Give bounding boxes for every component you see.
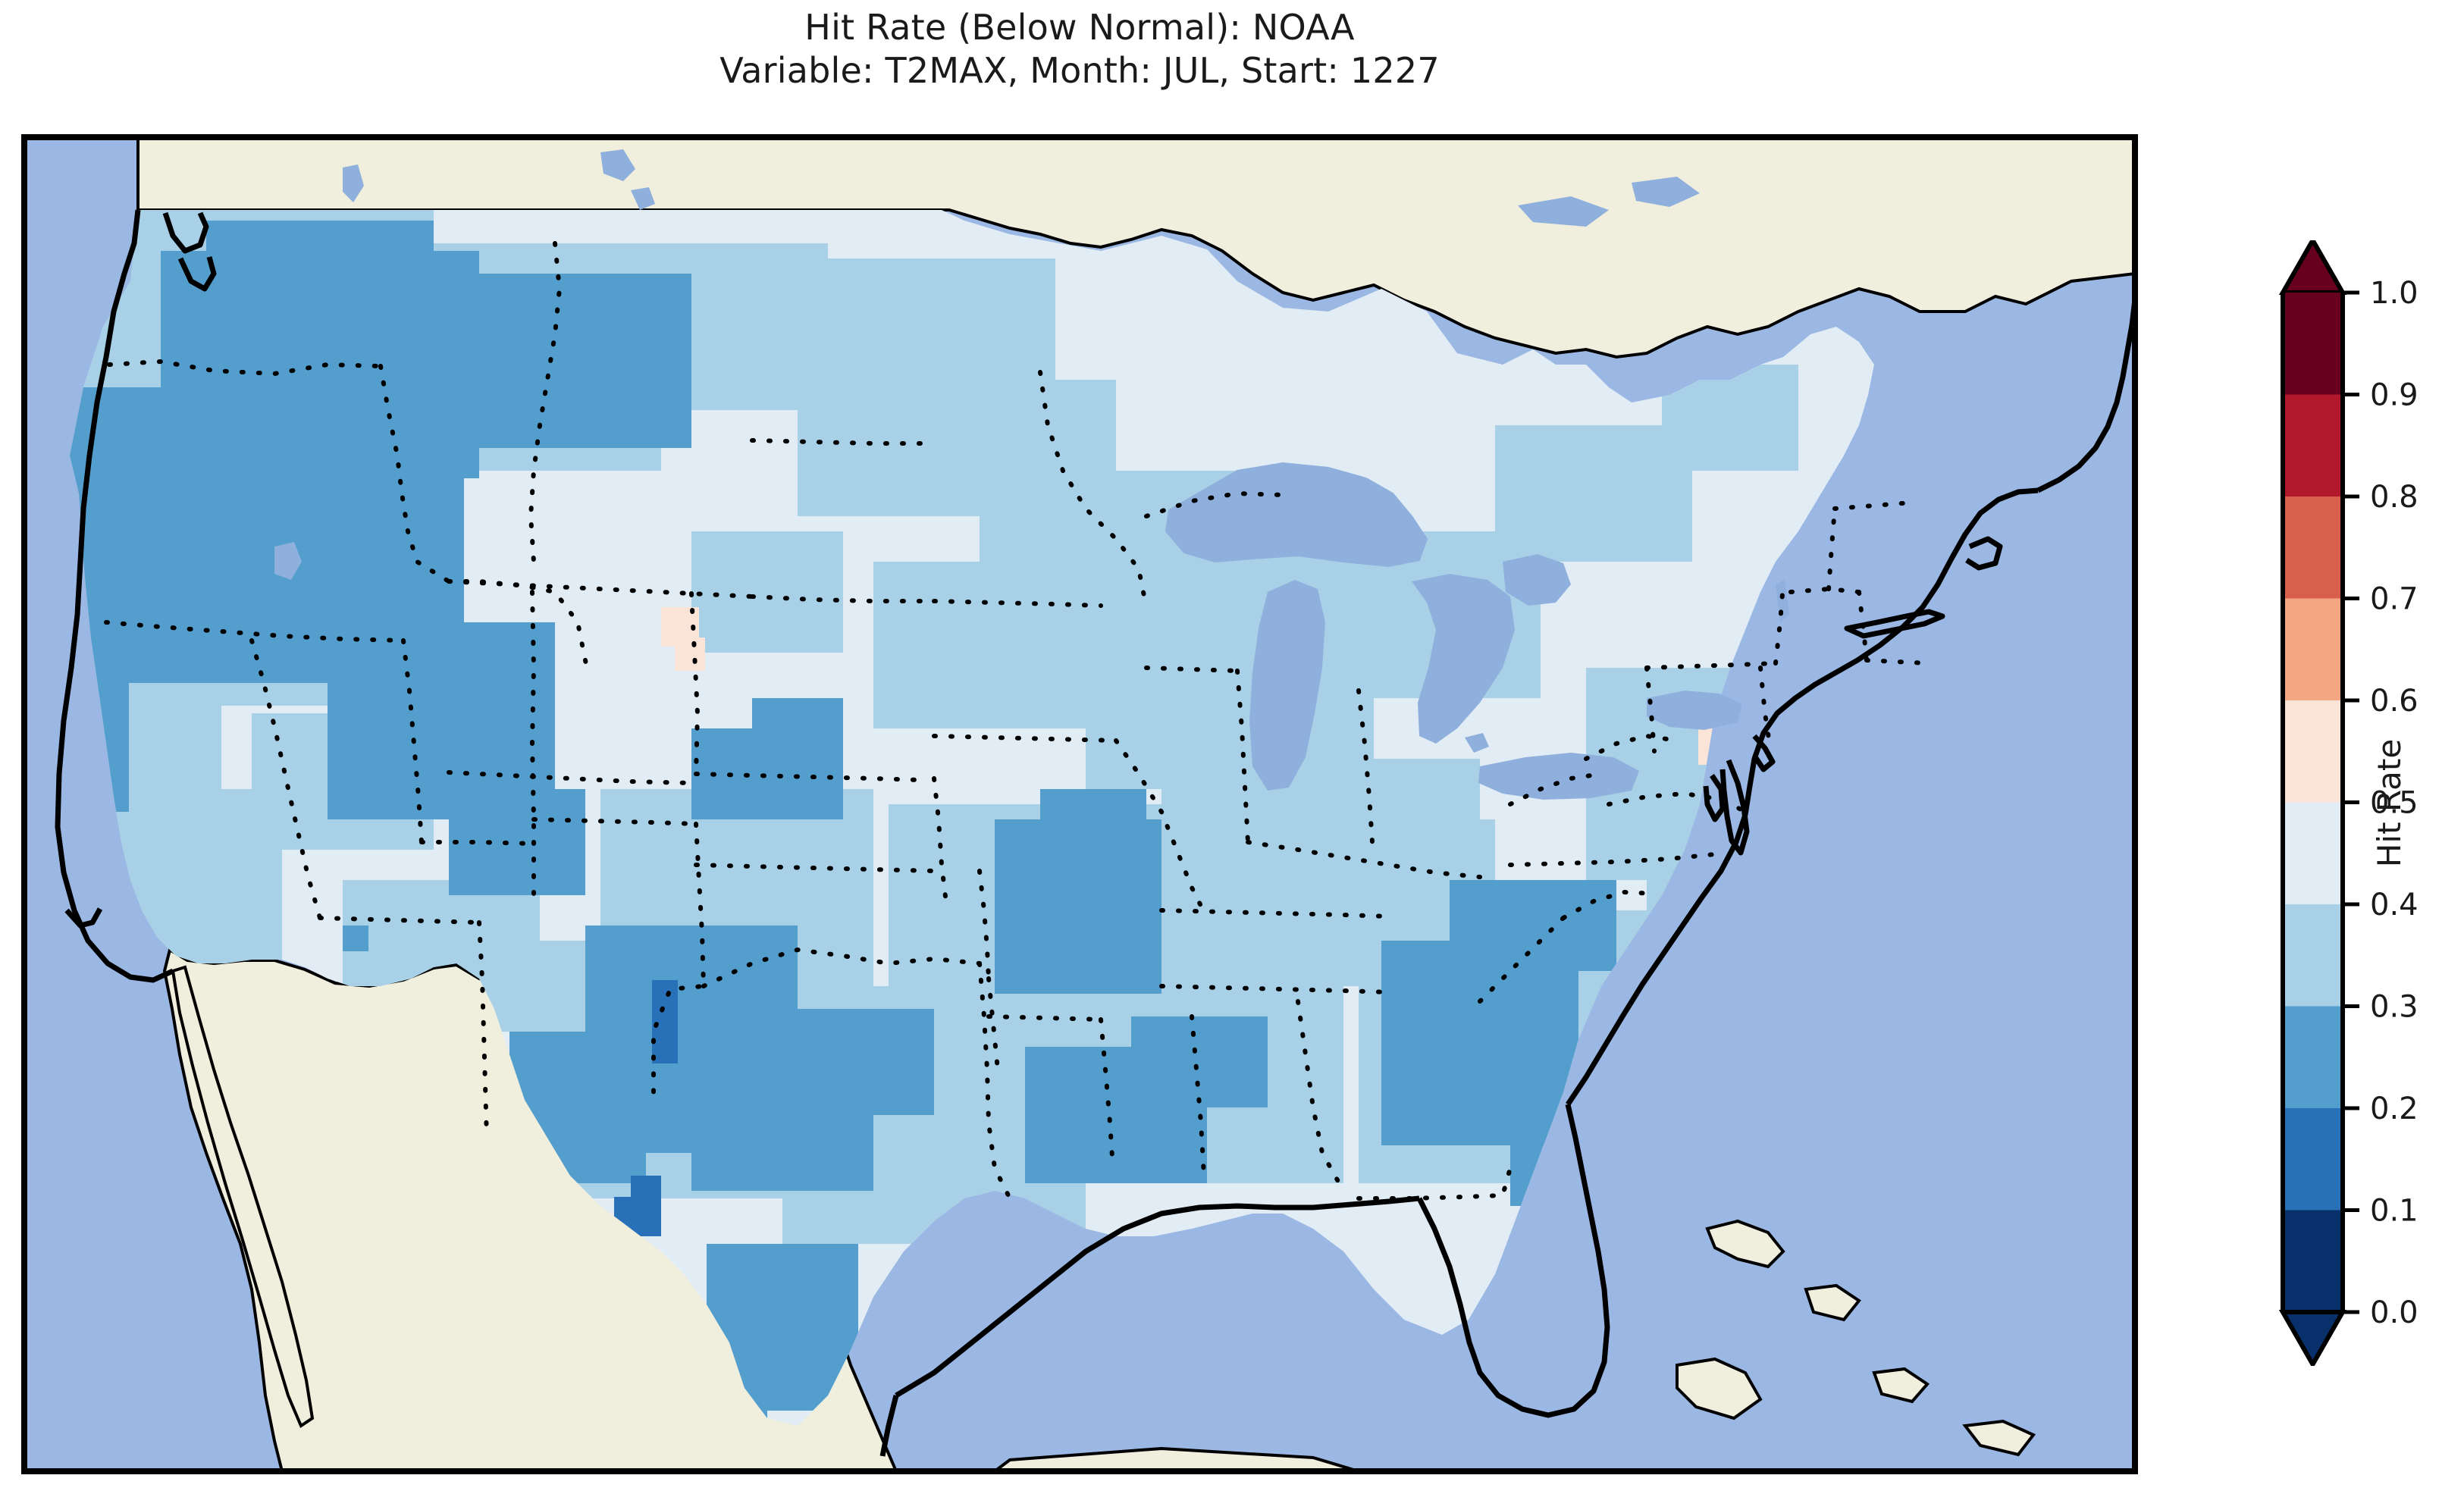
state-boundaries — [104, 241, 1930, 1201]
map-canvas — [24, 137, 2135, 1471]
svg-text:0.7: 0.7 — [2370, 582, 2419, 617]
svg-text:0.9: 0.9 — [2370, 378, 2419, 413]
svg-text:0.0: 0.0 — [2370, 1295, 2419, 1330]
colorbar-svg: 1.0 0.9 0.8 0.7 0.6 0.5 0.4 0.3 0.2 0.1 0.0 — [2278, 240, 2419, 1366]
coastline-layer — [55, 209, 2135, 1457]
colorbar-tick-labels: 1.0 0.9 0.8 0.7 0.6 0.5 0.4 0.3 0.2 0.1 0.0 — [2370, 276, 2419, 1330]
svg-text:0.8: 0.8 — [2370, 480, 2419, 515]
svg-text:0.1: 0.1 — [2370, 1194, 2419, 1229]
svg-text:0.5: 0.5 — [2370, 786, 2419, 821]
svg-text:1.0: 1.0 — [2370, 276, 2419, 311]
colorbar-axis-label: Hit Rate — [2370, 738, 2408, 868]
foreign-landmass-layer — [136, 137, 2135, 1471]
colorbar-ticks — [2343, 290, 2359, 1314]
colorbar[interactable]: 1.0 0.9 0.8 0.7 0.6 0.5 0.4 0.3 0.2 0.1 0.0 Hit Ra… — [2269, 240, 2459, 1366]
svg-text:0.3: 0.3 — [2370, 990, 2419, 1025]
chart-subtitle: Variable: T2MAX, Month: JUL, Start: 1227 — [719, 50, 1440, 92]
map-axes[interactable] — [21, 134, 2138, 1474]
great-lakes-layer — [274, 462, 1789, 800]
colorbar-bands — [2278, 240, 2347, 1366]
chart-title-block: Hit Rate (Below Normal): NOAA Variable: … — [0, 6, 2159, 92]
svg-text:0.2: 0.2 — [2370, 1092, 2419, 1126]
page-title: Hit Rate (Below Normal): NOAA — [804, 7, 1355, 48]
svg-text:0.6: 0.6 — [2370, 684, 2419, 719]
svg-text:0.4: 0.4 — [2370, 888, 2419, 922]
